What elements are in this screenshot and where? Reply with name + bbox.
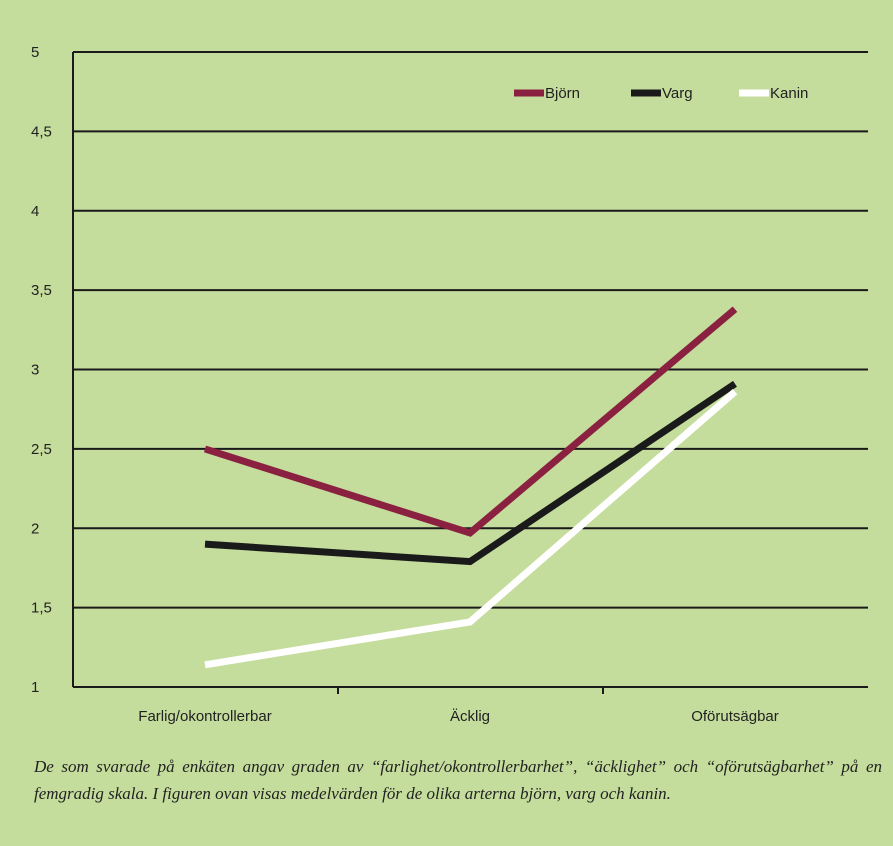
- y-tick-label: 2: [31, 520, 39, 537]
- grid-lines: [73, 51, 868, 609]
- x-tick-label: Farlig/okontrollerbar: [138, 708, 271, 725]
- x-tick-label: Oförutsägbar: [691, 708, 779, 725]
- y-tick-label: 3,5: [31, 282, 52, 299]
- series-lines: [203, 306, 738, 669]
- line-chart: 1 1,5 2 2,5 3 3,5 4 4,5 5 Farlig/okontrollerbar Ä…: [31, 44, 868, 725]
- x-axis: Farlig/okontrollerbar Äcklig Oförutsägbar: [72, 52, 868, 725]
- y-tick-label: 1,5: [31, 600, 52, 617]
- y-tick-label: 3: [31, 362, 39, 379]
- legend-item: Björn: [514, 85, 580, 102]
- series-line-kanin: [204, 389, 738, 669]
- y-tick-label: 4,5: [31, 123, 52, 140]
- legend-label: Varg: [662, 85, 693, 102]
- y-tick-label: 4: [31, 203, 39, 220]
- legend-label: Björn: [545, 85, 580, 102]
- legend: Björn Varg Kanin: [514, 85, 808, 102]
- figure-caption: De som svarade på enkäten angav graden a…: [34, 757, 882, 803]
- y-axis-ticks: 1 1,5 2 2,5 3 3,5 4 4,5 5: [31, 44, 52, 696]
- legend-item: Varg: [631, 85, 693, 102]
- y-tick-label: 2,5: [31, 441, 52, 458]
- legend-item: Kanin: [739, 85, 808, 102]
- series-line-björn: [203, 306, 738, 537]
- legend-label: Kanin: [770, 85, 808, 102]
- y-tick-label: 1: [31, 679, 39, 696]
- series-line-varg: [204, 380, 737, 566]
- y-tick-label: 5: [31, 44, 39, 61]
- x-tick-label: Äcklig: [450, 708, 490, 725]
